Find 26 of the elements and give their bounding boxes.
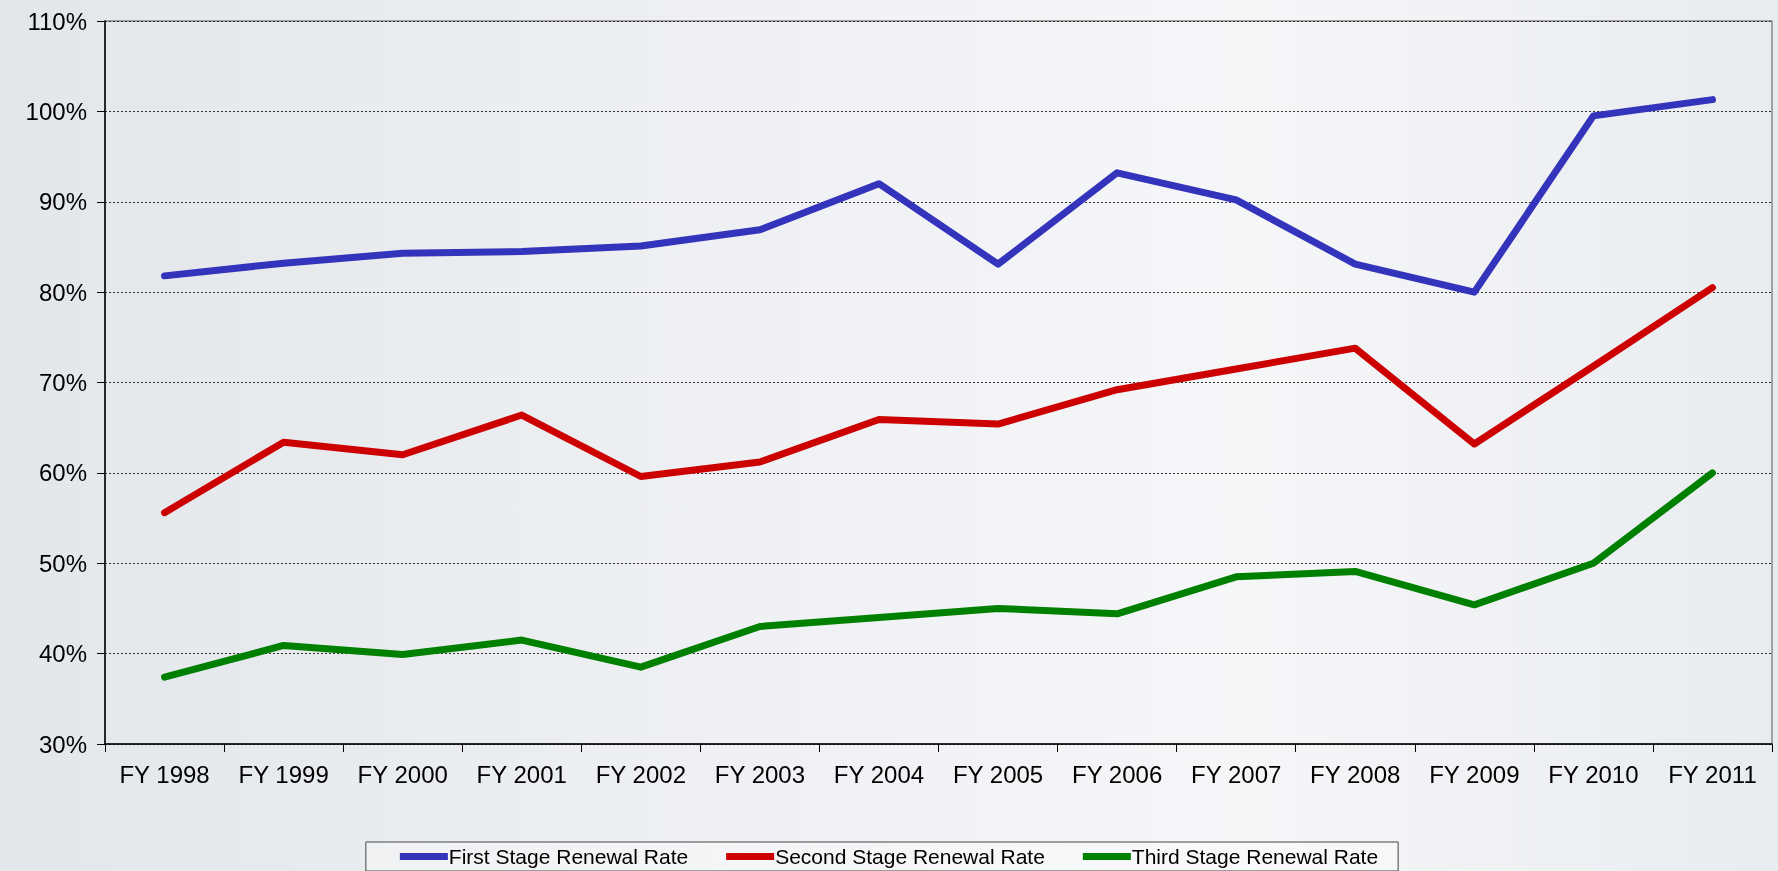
x-tick-label: FY 2002: [595, 760, 686, 788]
x-tick-label: FY 2005: [952, 760, 1044, 788]
x-tick-label: FY 2006: [1071, 760, 1163, 788]
y-tick-label: 110%: [27, 7, 87, 35]
x-tick-label: FY 2001: [476, 760, 567, 788]
y-tick-label: 80%: [38, 278, 87, 306]
y-tick-label: 90%: [38, 188, 87, 216]
x-tick-label: FY 1998: [119, 760, 210, 788]
legend-label: Third Stage Renewal Rate: [1131, 845, 1379, 868]
x-tick-label: FY 2011: [1668, 760, 1757, 788]
y-tick-label: 60%: [38, 459, 87, 487]
y-tick-label: 30%: [38, 730, 87, 758]
x-tick-label: FY 2010: [1548, 760, 1639, 788]
x-tick-label: FY 2008: [1310, 760, 1401, 788]
y-tick-label: 100%: [25, 97, 87, 125]
y-tick-label: 50%: [38, 549, 87, 577]
x-tick-label: FY 2007: [1191, 760, 1282, 788]
legend-label: Second Stage Renewal Rate: [775, 845, 1045, 868]
x-tick-label: FY 2004: [833, 760, 925, 788]
x-tick-label: FY 2003: [714, 760, 806, 788]
y-tick-label: 70%: [38, 369, 87, 396]
x-tick-label: FY 2009: [1429, 760, 1520, 788]
x-tick-label: FY 1999: [238, 760, 329, 788]
legend-label: First Stage Renewal Rate: [448, 845, 689, 868]
y-tick-label: 40%: [38, 640, 87, 668]
x-tick-label: FY 2000: [357, 760, 448, 788]
